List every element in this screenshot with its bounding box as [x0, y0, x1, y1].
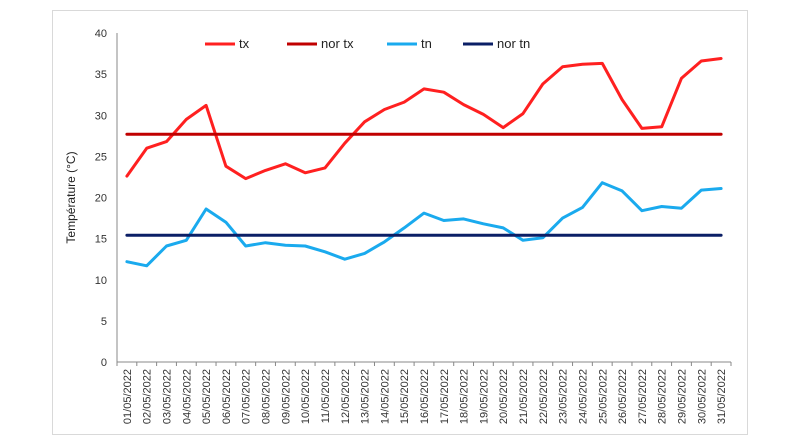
x-tick-label: 19/05/2022 — [478, 369, 490, 424]
x-tick-label: 15/05/2022 — [399, 369, 411, 424]
x-tick-labels: 01/05/2022 02/05/2022 03/05/2022 04/05/2022… — [122, 369, 728, 424]
legend-label-tx: tx — [239, 36, 250, 51]
y-tick-label: 35 — [95, 69, 107, 81]
legend-label-nor-tn: nor tn — [497, 36, 530, 51]
y-tick-label: 0 — [101, 357, 107, 369]
x-tick-label: 20/05/2022 — [498, 369, 510, 424]
x-tick-label: 21/05/2022 — [518, 369, 530, 424]
x-tick-label: 13/05/2022 — [360, 369, 372, 424]
x-tick-label: 25/05/2022 — [597, 369, 609, 424]
x-tick-label: 31/05/2022 — [716, 369, 728, 424]
x-tick-label: 10/05/2022 — [300, 369, 312, 424]
x-tick-label: 09/05/2022 — [280, 369, 292, 424]
x-tick-label: 04/05/2022 — [181, 369, 193, 424]
x-tick-label: 06/05/2022 — [221, 369, 233, 424]
series-line-tn — [125, 181, 723, 268]
y-tick-label: 15 — [95, 234, 107, 246]
y-tick-labels: 0 5 10 15 20 25 30 35 40 — [95, 28, 107, 369]
series-lines — [125, 57, 723, 268]
x-tick-label: 17/05/2022 — [439, 369, 451, 424]
x-tick-label: 26/05/2022 — [617, 369, 629, 424]
x-tick-label: 11/05/2022 — [320, 369, 332, 423]
legend: tx nor tx tn nor tn — [205, 36, 530, 51]
x-tick-label: 28/05/2022 — [657, 369, 669, 424]
x-tick-label: 01/05/2022 — [122, 369, 134, 424]
x-tick-label: 27/05/2022 — [637, 369, 649, 424]
y-tick-label: 10 — [95, 275, 107, 287]
x-tick-label: 02/05/2022 — [142, 369, 154, 424]
y-tick-label: 20 — [95, 193, 107, 205]
x-tick-label: 03/05/2022 — [162, 369, 174, 424]
x-tick-label: 16/05/2022 — [419, 369, 431, 424]
y-axis-label: Température (°C) — [64, 151, 78, 243]
y-tick-label: 40 — [95, 28, 107, 40]
x-tick-label: 24/05/2022 — [577, 369, 589, 424]
temperature-line-chart: 0 5 10 15 20 25 30 35 40 01/05/2022 02/05/2022 03/… — [64, 28, 732, 424]
x-tick-label: 14/05/2022 — [379, 369, 391, 424]
legend-label-nor-tx: nor tx — [321, 36, 354, 51]
x-tick-label: 12/05/2022 — [340, 369, 352, 424]
x-tick-label: 29/05/2022 — [676, 369, 688, 424]
y-tick-label: 5 — [101, 316, 107, 328]
y-tick-label: 30 — [95, 110, 107, 122]
x-tick-label: 18/05/2022 — [459, 369, 471, 424]
chart-frame: 0 5 10 15 20 25 30 35 40 01/05/2022 02/05/2022 03/… — [52, 10, 748, 435]
x-tick-label: 07/05/2022 — [241, 369, 253, 424]
legend-label-tn: tn — [421, 36, 432, 51]
x-tick-label: 08/05/2022 — [261, 369, 273, 424]
x-tick-label: 23/05/2022 — [558, 369, 570, 424]
axes — [116, 33, 732, 366]
x-tick-label: 30/05/2022 — [696, 369, 708, 424]
y-tick-label: 25 — [95, 151, 107, 163]
x-tick-label: 05/05/2022 — [201, 369, 213, 424]
series-line-tx — [125, 57, 723, 181]
x-tick-label: 22/05/2022 — [538, 369, 550, 424]
